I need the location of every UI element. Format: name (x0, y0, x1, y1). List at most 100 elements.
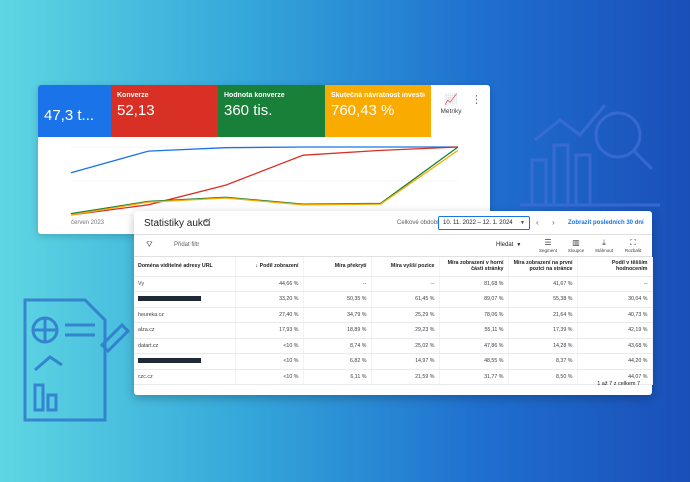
table-cell: 6,11 % (303, 369, 372, 385)
expand-icon: ⛶ (630, 238, 636, 247)
domain-cell: datart.cz (134, 338, 236, 354)
table-cell: 43,68 % (577, 338, 653, 354)
metric-value: 47,3 t... (44, 107, 95, 124)
date-range-value: 10. 11. 2022 – 12. 1. 2024 (443, 220, 513, 226)
table-cell: 21,64 % (508, 307, 578, 323)
domain-cell: alza.cz (134, 322, 236, 339)
table-cell: -- (303, 276, 372, 292)
table-cell: <10 % (235, 338, 304, 354)
download-label: Stáhnout (594, 248, 613, 253)
period-label: Celkové období (397, 220, 439, 226)
table-row: <10 % 6,82 % 14,97 % 48,55 % 8,37 % 44,2… (134, 353, 653, 370)
domain-cell-redacted (134, 291, 236, 308)
redaction-bar (138, 296, 201, 302)
redaction-bar (138, 358, 201, 364)
table-cell: 61,45 % (371, 291, 440, 308)
table-cell: 48,55 % (439, 353, 509, 370)
x-axis-label: červen 2023 (71, 220, 105, 226)
report-document-icon (23, 298, 130, 422)
column-header[interactable]: Míra zobrazení na první pozici na stránc… (508, 257, 578, 277)
page-title: Statistiky aukcí (144, 218, 211, 229)
table-cell: <10 % (235, 353, 304, 370)
table-cell: 44,20 % (577, 353, 653, 370)
series-line-0 (70, 146, 458, 174)
auction-table: Doména viditelné adresy URL ↓ Podíl zobr… (134, 257, 653, 385)
domain-cell: heureka.cz (134, 307, 236, 323)
table-cell: 78,06 % (439, 307, 509, 323)
table-row: Vy 44,66 % -- -- 81,68 % 41,67 % -- (134, 276, 653, 292)
series-line-3 (70, 149, 459, 216)
table-row: alza.cz 17,93 % 18,89 % 29,23 % 55,11 % … (134, 322, 653, 339)
help-icon[interactable]: ? (203, 219, 210, 226)
expand-label: Rozbalit (624, 248, 642, 253)
table-row: 33,20 % 50,35 % 61,45 % 89,07 % 55,38 % … (134, 291, 653, 308)
table-cell: 8,50 % (508, 369, 578, 385)
auction-insights-card: Statistiky aukcí ? Celkové období 10. 11… (134, 211, 653, 395)
table-cell: 25,02 % (371, 338, 440, 354)
column-header[interactable]: Míra překrytí (303, 257, 372, 277)
table-header-row: Doména viditelné adresy URL ↓ Podíl zobr… (134, 257, 653, 277)
table-cell: 41,67 % (508, 276, 578, 292)
series-line-1 (70, 146, 459, 216)
series-line-2 (70, 146, 459, 215)
search-label: Hledat (496, 242, 514, 248)
last-30-days-link[interactable]: Zobrazit posledních 30 dní (568, 220, 644, 226)
columns-button[interactable]: ▥ Sloupce (563, 238, 589, 253)
table-row: heureka.cz 27,40 % 34,79 % 25,29 % 78,06… (134, 307, 653, 323)
table-cell: -- (577, 276, 653, 292)
table-cell: 14,28 % (508, 338, 578, 354)
table-cell: 8,74 % (303, 338, 372, 354)
chevron-right-icon[interactable]: › (552, 218, 555, 227)
metric-label: Hodnota konverze (224, 92, 285, 99)
columns-icon: ▥ (572, 238, 580, 247)
metric-value: 52,13 (117, 102, 155, 119)
table-row: czc.cz <10 % 6,11 % 21,59 % 31,77 % 8,50… (134, 369, 653, 385)
expand-button[interactable]: ⛶ Rozbalit (620, 238, 646, 253)
table-cell: -- (371, 276, 440, 292)
table-cell: 31,77 % (439, 369, 509, 385)
table-cell: 8,37 % (508, 353, 578, 370)
table-cell: 81,68 % (439, 276, 509, 292)
table-cell: 14,97 % (371, 353, 440, 370)
segment-button[interactable]: ☰ Segment (535, 238, 561, 253)
metric-value: 760,43 % (331, 102, 395, 119)
add-filter-button[interactable]: Přidat filtr (174, 242, 200, 248)
analytics-magnifier-icon (520, 104, 660, 207)
table-row: datart.cz <10 % 8,74 % 25,02 % 47,86 % 1… (134, 338, 653, 354)
column-header[interactable]: Doména viditelné adresy URL (134, 257, 236, 277)
download-button[interactable]: ⤓ Stáhnout (591, 238, 617, 253)
table-cell: 40,73 % (577, 307, 653, 323)
column-header[interactable]: Míra vyšší pozice (371, 257, 440, 277)
domain-cell: Vy (134, 276, 236, 292)
table-cell: 44,66 % (235, 276, 304, 292)
chevron-left-icon[interactable]: ‹ (536, 218, 539, 227)
column-header[interactable]: Míra zobrazení v horní části stránky (439, 257, 509, 277)
table-cell: 29,23 % (371, 322, 440, 339)
table-cell: 33,20 % (235, 291, 304, 308)
search-dropdown[interactable]: Hledat ▼ (496, 242, 521, 248)
metrics-button[interactable]: 📈 Metriky (436, 93, 466, 115)
metric-value: 360 tis. (224, 102, 273, 119)
metrics-chart-icon: 📈 (444, 94, 458, 106)
table-cell: 6,82 % (303, 353, 372, 370)
column-header[interactable]: Podíl v těšším hodnocením (577, 257, 653, 277)
columns-label: Sloupce (567, 248, 585, 253)
domain-cell-redacted (134, 353, 236, 370)
segment-label: Segment (538, 248, 557, 253)
metric-tile-clicks[interactable]: 47,3 t... (38, 85, 111, 137)
date-range-picker[interactable]: 10. 11. 2022 – 12. 1. 2024 ▼ (438, 216, 530, 230)
more-options-icon[interactable]: ⋮ (471, 94, 482, 106)
table-cell: 25,29 % (371, 307, 440, 323)
metric-tile-conversion-value[interactable]: Hodnota konverze 360 tis. (218, 85, 325, 137)
column-header[interactable]: ↓ Podíl zobrazení (235, 257, 304, 277)
domain-cell: czc.cz (134, 369, 236, 385)
filter-icon[interactable]: ⛛ (146, 240, 153, 249)
table-cell: 50,35 % (303, 291, 372, 308)
table-cell: 27,40 % (235, 307, 304, 323)
table-cell: 55,38 % (508, 291, 578, 308)
table-cell: 34,79 % (303, 307, 372, 323)
metric-label: Skutečná návratnost investic... (331, 92, 425, 99)
metric-tile-conversions[interactable]: Konverze 52,13 (111, 85, 218, 137)
metric-tile-roas[interactable]: Skutečná návratnost investic... 760,43 % (325, 85, 431, 137)
table-cell: 55,11 % (439, 322, 509, 339)
